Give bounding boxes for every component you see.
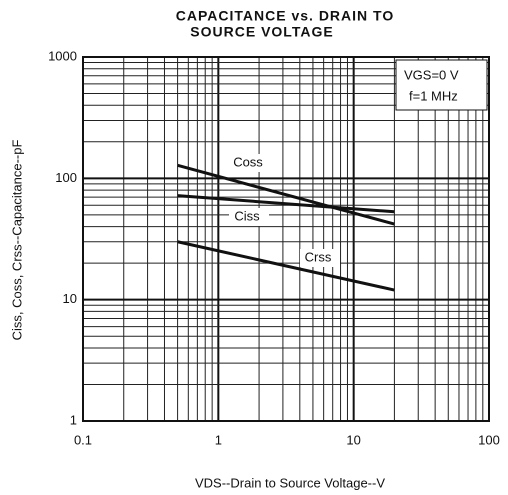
series-label-bg <box>230 154 270 172</box>
series-line <box>177 194 395 214</box>
y-tick-label: 1000 <box>48 48 77 63</box>
y-tick-label: 10 <box>63 291 77 306</box>
x-axis-label: VDS--Drain to Source Voltage--V <box>195 475 385 490</box>
x-tick-label: 100 <box>478 432 500 447</box>
plot-frame <box>82 56 490 422</box>
x-tick-label: 0.1 <box>74 432 92 447</box>
annotation: VGS=0 V <box>404 67 459 82</box>
annotation-box <box>395 59 488 111</box>
series-label: Coss <box>233 154 263 169</box>
series-line <box>177 240 395 292</box>
chart-title: SOURCE VOLTAGE <box>190 24 333 40</box>
series-label-bg <box>300 249 340 267</box>
y-tick-label: 1 <box>70 412 77 427</box>
series-label: Ciss <box>234 208 260 223</box>
series-label: Crss <box>305 249 332 264</box>
series-label-bg <box>229 208 269 226</box>
y-tick-label: 100 <box>55 170 77 185</box>
chart-title: CAPACITANCE vs. DRAIN TO <box>176 8 394 24</box>
y-axis-label: Ciss, Coss, Crss--Capacitance--pF <box>9 140 24 341</box>
x-tick-label: 10 <box>346 432 360 447</box>
series-line <box>177 163 395 226</box>
x-tick-label: 1 <box>215 432 222 447</box>
annotation: f=1 MHz <box>409 88 458 103</box>
